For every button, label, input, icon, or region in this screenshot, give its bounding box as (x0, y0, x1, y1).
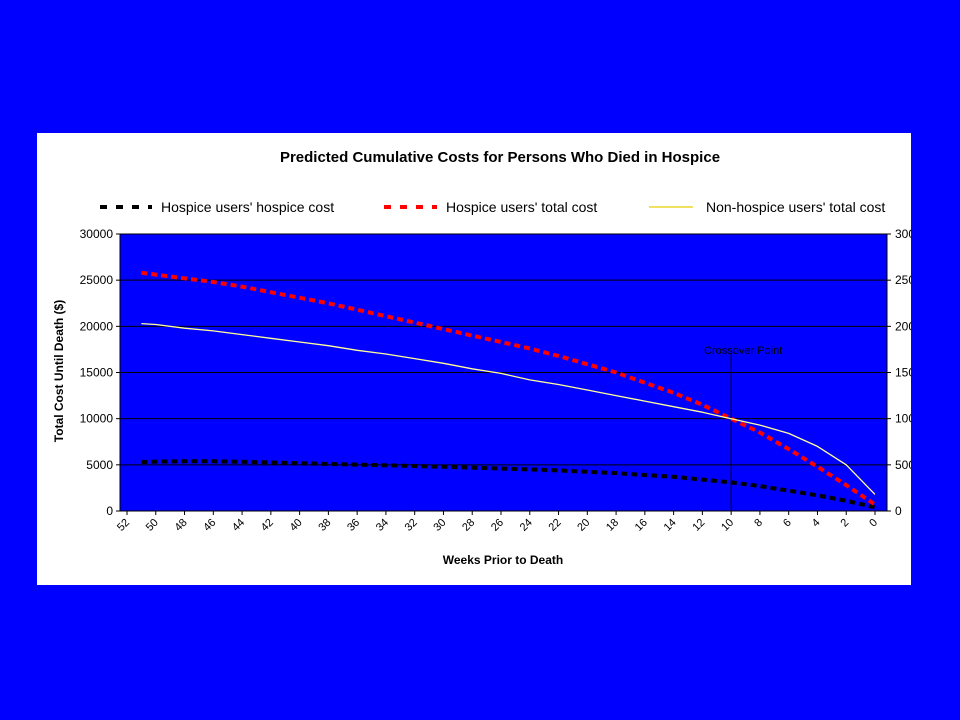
x-tick-label-8: 8 (752, 517, 765, 530)
x-tick-label-52: 52 (115, 517, 132, 534)
x-tick-label-46: 46 (201, 517, 218, 534)
chart-svg: Predicted Cumulative Costs for Persons W… (52, 149, 911, 567)
x-tick-label-16: 16 (633, 517, 650, 534)
y-tick-label-left-30000: 30000 (80, 227, 114, 241)
legend-label-hospice-cost: Hospice users' hospice cost (161, 199, 334, 215)
x-tick-label-14: 14 (662, 517, 679, 534)
chart-title: Predicted Cumulative Costs for Persons W… (280, 149, 720, 166)
x-tick-label-42: 42 (259, 517, 276, 534)
y-tick-label-left-15000: 15000 (80, 366, 114, 380)
legend-item-nonhospice-total: Non-hospice users' total cost (649, 199, 885, 215)
annotation: Crossover Point (704, 345, 782, 511)
series-layer (141, 270, 877, 510)
y-tick-label-right-0: 0 (895, 504, 902, 518)
x-tick-label-24: 24 (518, 517, 535, 534)
y-tick-label-left-5000: 5000 (86, 458, 113, 472)
y-axis-left: 0 5000 10000 15000 20000 25000 30000 (80, 227, 120, 518)
y-tick-label-left-0: 0 (106, 504, 113, 518)
y-tick-label-right-30000: 30000 (895, 227, 911, 241)
y-axis-right: 0 5000 10000 15000 20000 25000 30000 (887, 227, 911, 518)
series-line-0 (141, 459, 876, 510)
chart-panel: Predicted Cumulative Costs for Persons W… (37, 133, 911, 585)
crossover-label: Crossover Point (704, 345, 782, 357)
x-axis: 52 50 48 46 44 42 40 38 36 34 32 30 28 26 24 22 20 18 16 14… (115, 511, 880, 534)
x-tick-label-34: 34 (374, 517, 391, 534)
y-tick-label-left-20000: 20000 (80, 319, 114, 333)
y-tick-label-left-10000: 10000 (80, 412, 114, 426)
x-tick-label-26: 26 (489, 517, 506, 534)
x-tick-label-28: 28 (460, 517, 477, 534)
series-line-1 (141, 270, 877, 507)
x-tick-label-44: 44 (230, 517, 247, 534)
x-tick-label-20: 20 (575, 517, 592, 534)
x-tick-label-12: 12 (690, 517, 707, 534)
x-tick-label-50: 50 (144, 517, 161, 534)
y-tick-label-right-15000: 15000 (895, 366, 911, 380)
x-tick-label-10: 10 (719, 517, 736, 534)
legend-label-nonhospice-total: Non-hospice users' total cost (706, 199, 885, 215)
x-tick-label-38: 38 (316, 517, 333, 534)
x-axis-title: Weeks Prior to Death (443, 553, 563, 567)
legend-item-hospice-total: Hospice users' total cost (384, 199, 597, 215)
x-tick-label-4: 4 (810, 517, 823, 530)
legend: Hospice users' hospice cost Hospice user… (100, 199, 885, 215)
legend-item-hospice-cost: Hospice users' hospice cost (100, 199, 334, 215)
x-tick-label-48: 48 (173, 517, 190, 534)
x-tick-label-40: 40 (288, 517, 305, 534)
x-tick-label-6: 6 (781, 517, 794, 530)
gridlines (120, 279, 887, 466)
x-tick-label-0: 0 (867, 517, 880, 530)
x-tick-label-22: 22 (547, 517, 564, 534)
y-tick-label-right-25000: 25000 (895, 273, 911, 287)
y-axis-title: Total Cost Until Death ($) (52, 300, 66, 442)
x-tick-label-36: 36 (345, 517, 362, 534)
x-tick-label-2: 2 (839, 517, 852, 530)
y-tick-label-left-25000: 25000 (80, 273, 114, 287)
x-tick-label-30: 30 (431, 517, 448, 534)
y-tick-label-right-20000: 20000 (895, 319, 911, 333)
x-tick-label-32: 32 (403, 517, 420, 534)
x-tick-label-18: 18 (604, 517, 621, 534)
legend-label-hospice-total: Hospice users' total cost (446, 199, 597, 215)
y-tick-label-right-5000: 5000 (895, 458, 911, 472)
series-line-2 (141, 322, 876, 495)
y-tick-label-right-10000: 10000 (895, 412, 911, 426)
